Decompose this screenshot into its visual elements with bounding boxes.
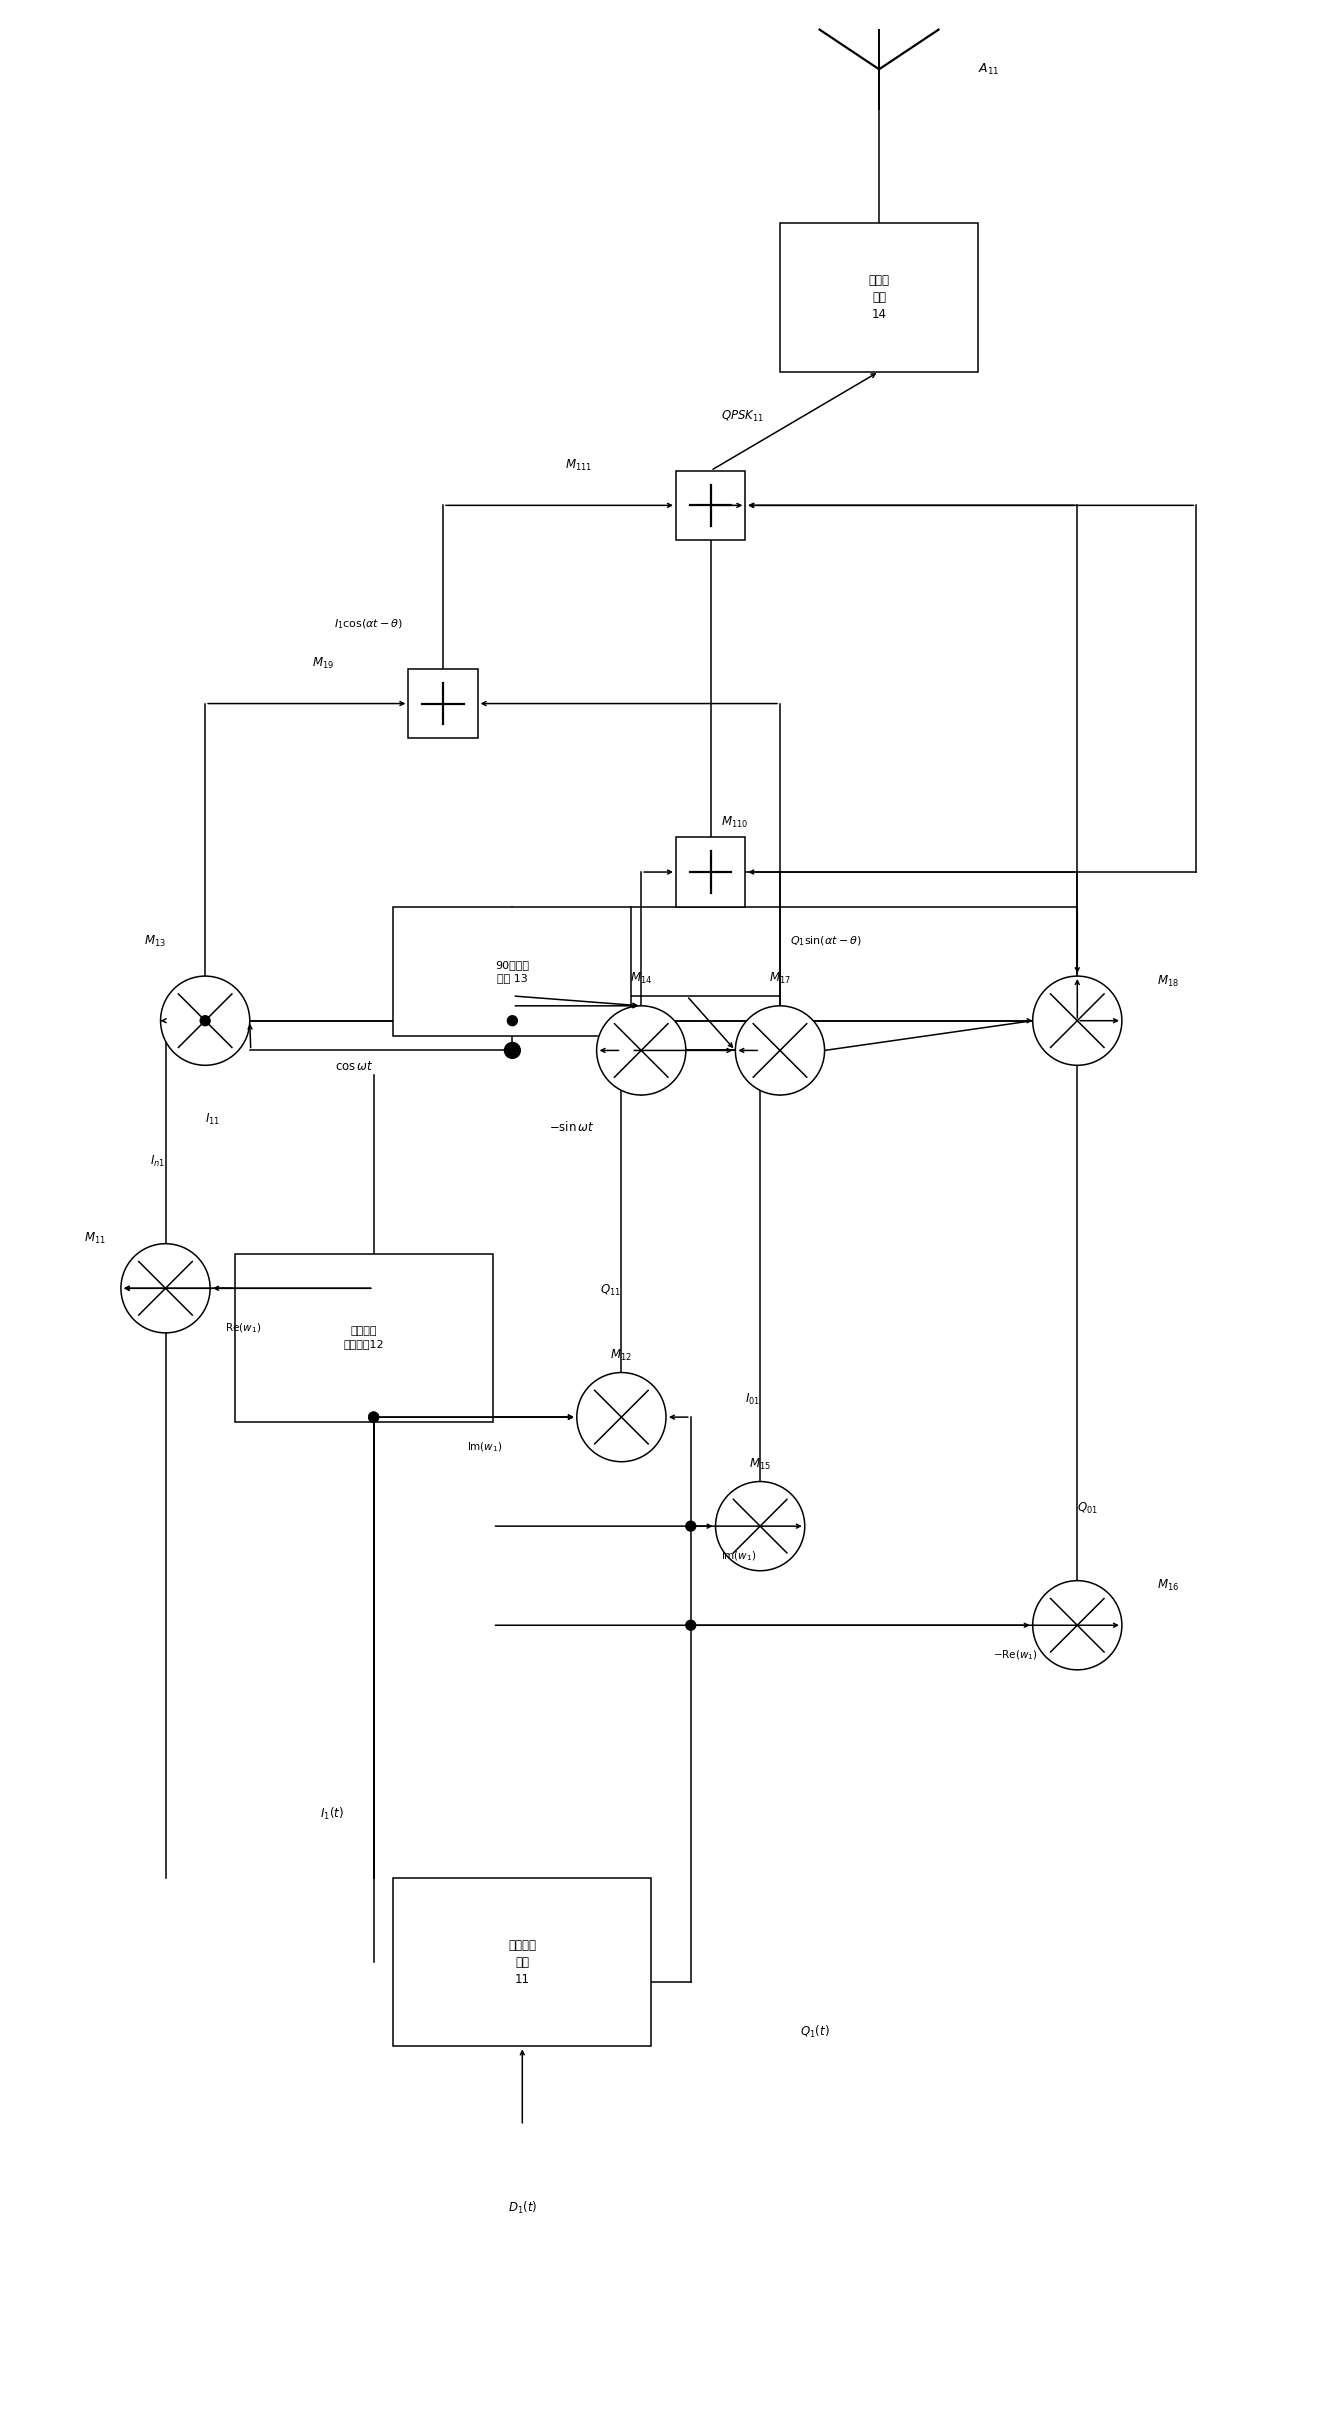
Circle shape: [200, 1016, 210, 1025]
Text: $-\sin\omega t$: $-\sin\omega t$: [549, 1120, 594, 1134]
Circle shape: [597, 1006, 686, 1095]
Circle shape: [686, 1620, 695, 1630]
Text: $D_1(t)$: $D_1(t)$: [507, 2200, 537, 2217]
Text: $\mathrm{Im}(w_1)$: $\mathrm{Im}(w_1)$: [721, 1550, 755, 1562]
Circle shape: [686, 1521, 695, 1531]
Bar: [393, 907, 631, 1035]
Circle shape: [369, 1412, 378, 1422]
Text: $QPSK_{11}$: $QPSK_{11}$: [721, 409, 763, 423]
Text: 串并变换
电路
11: 串并变换 电路 11: [509, 1939, 537, 1985]
Text: $M_{110}$: $M_{110}$: [721, 815, 747, 829]
Circle shape: [577, 1373, 666, 1463]
Circle shape: [369, 1412, 378, 1422]
Text: $\mathrm{Re}(w_1)$: $\mathrm{Re}(w_1)$: [225, 1320, 261, 1335]
Text: $Q_1(t)$: $Q_1(t)$: [799, 2024, 830, 2041]
Circle shape: [715, 1482, 805, 1572]
Bar: [393, 1879, 651, 2046]
Text: $Q_{11}$: $Q_{11}$: [601, 1284, 622, 1298]
Text: $I_{01}$: $I_{01}$: [745, 1393, 761, 1407]
Circle shape: [735, 1006, 825, 1095]
Text: $I_1\cos(\alpha t-\theta)$: $I_1\cos(\alpha t-\theta)$: [334, 617, 404, 631]
Text: $Q_{01}$: $Q_{01}$: [1078, 1502, 1099, 1516]
Text: $M_{17}$: $M_{17}$: [769, 972, 791, 987]
Circle shape: [507, 1016, 517, 1025]
Bar: [675, 472, 746, 539]
Bar: [675, 837, 746, 907]
Text: $M_{13}$: $M_{13}$: [144, 933, 165, 948]
Text: $M_{18}$: $M_{18}$: [1156, 974, 1179, 989]
Text: 90度相移
电路 13: 90度相移 电路 13: [496, 960, 529, 982]
Text: $M_{15}$: $M_{15}$: [749, 1456, 771, 1473]
Circle shape: [505, 1042, 521, 1059]
Text: $M_{111}$: $M_{111}$: [565, 457, 591, 474]
Text: $Q_1\sin(\alpha t-\theta)$: $Q_1\sin(\alpha t-\theta)$: [790, 936, 862, 948]
Text: 上变频
电路
14: 上变频 电路 14: [868, 273, 890, 322]
Circle shape: [1032, 1581, 1122, 1671]
Circle shape: [121, 1243, 210, 1332]
Text: $I_1(t)$: $I_1(t)$: [320, 1806, 344, 1821]
Circle shape: [161, 977, 250, 1066]
Bar: [409, 670, 478, 737]
Text: $M_{11}$: $M_{11}$: [84, 1231, 107, 1245]
Text: $-\mathrm{Re}(w_1)$: $-\mathrm{Re}(w_1)$: [992, 1649, 1038, 1661]
Text: $M_{12}$: $M_{12}$: [610, 1347, 633, 1364]
Text: $\cos\omega t$: $\cos\omega t$: [334, 1062, 373, 1074]
Circle shape: [1032, 977, 1122, 1066]
Text: $A_{11}$: $A_{11}$: [978, 63, 1000, 77]
Text: $M_{16}$: $M_{16}$: [1156, 1579, 1179, 1593]
Text: 加权系数
产生电路12: 加权系数 产生电路12: [344, 1325, 384, 1349]
Text: $\mathrm{Im}(w_1)$: $\mathrm{Im}(w_1)$: [468, 1441, 502, 1453]
Bar: [781, 222, 978, 372]
Text: $I_{11}$: $I_{11}$: [205, 1112, 220, 1127]
Text: $I_{n1}$: $I_{n1}$: [151, 1153, 165, 1170]
Text: $M_{14}$: $M_{14}$: [630, 972, 653, 987]
Bar: [234, 1253, 493, 1422]
Text: $M_{19}$: $M_{19}$: [312, 655, 334, 672]
